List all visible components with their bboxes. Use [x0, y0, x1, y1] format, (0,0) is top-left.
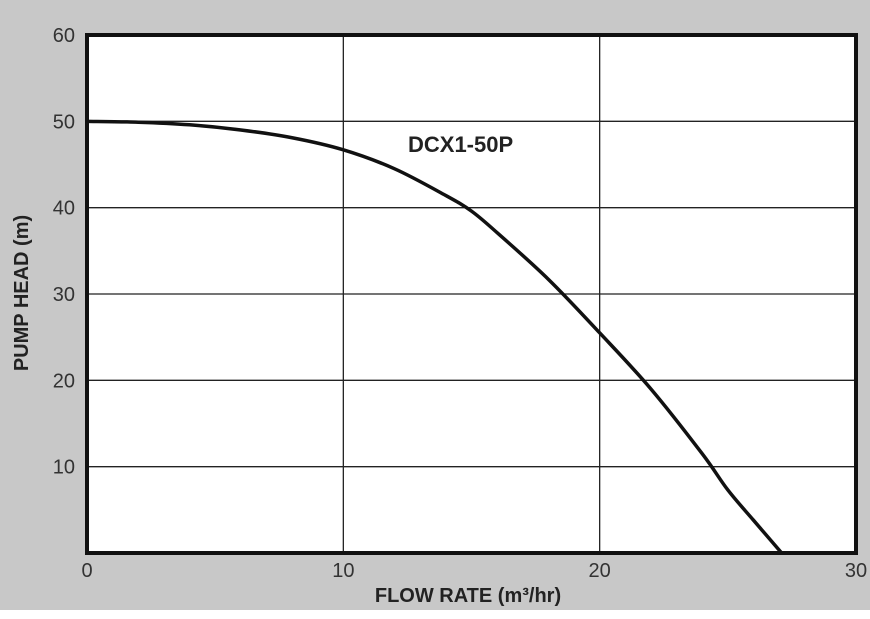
- y-axis-title: PUMP HEAD (m): [11, 215, 33, 371]
- x-tick-label: 10: [332, 560, 354, 582]
- series-line-dcx1-50p: [86, 119, 783, 555]
- plot-frame: [85, 33, 858, 555]
- y-tick-label: 40: [53, 198, 75, 220]
- y-tick-label: 10: [53, 457, 75, 479]
- x-axis-title: FLOW RATE (m³/hr): [375, 585, 561, 607]
- x-tick-label: 30: [845, 560, 867, 582]
- y-tick-label: 30: [53, 284, 75, 306]
- grid-lines: [87, 35, 856, 553]
- tick-labels: 0 10 20 30 10 20 30 40 50 60: [53, 25, 867, 582]
- series-label-dcx1-50p: DCX1-50P: [408, 132, 513, 157]
- x-tick-label: 0: [81, 560, 92, 582]
- y-tick-label: 20: [53, 370, 75, 392]
- y-tick-label: 50: [53, 111, 75, 133]
- y-tick-label: 60: [53, 25, 75, 47]
- x-tick-label: 20: [589, 560, 611, 582]
